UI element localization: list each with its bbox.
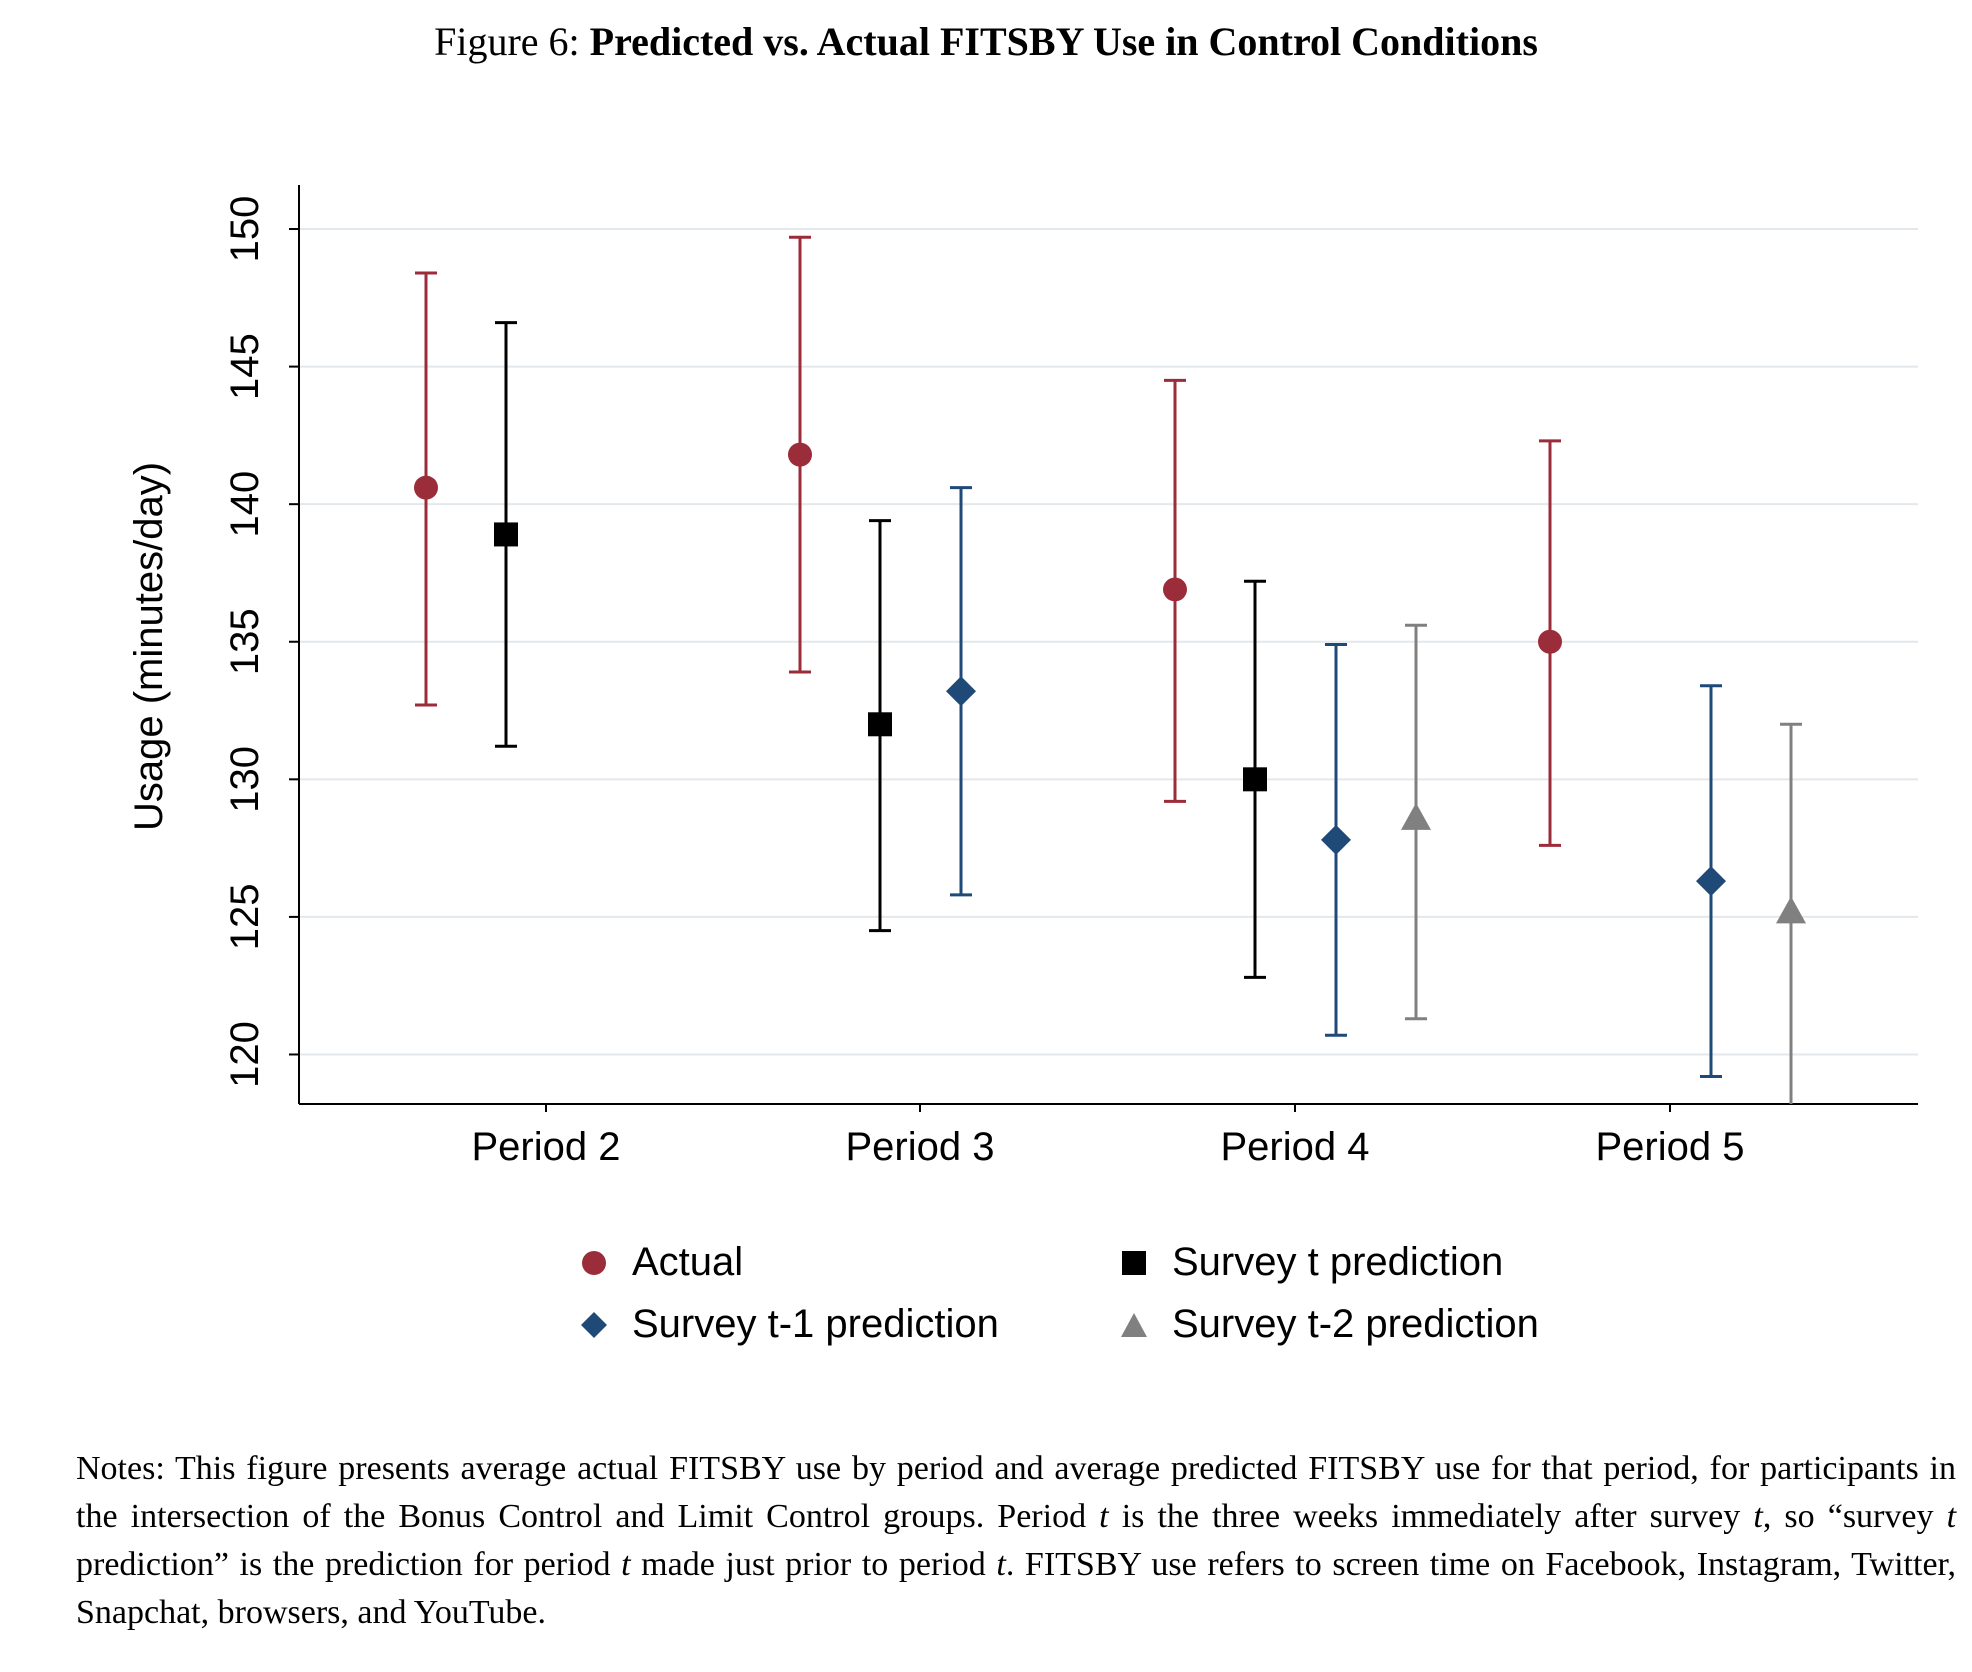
point-marker [494,522,518,547]
figure-title-text: Predicted vs. Actual FITSBY Use in Contr… [589,19,1538,64]
legend-label: Survey t prediction [1172,1240,1504,1284]
legend-marker-diamond [581,1311,607,1338]
figure-title: Figure 6: Predicted vs. Actual FITSBY Us… [0,18,1972,65]
x-tick-label: Period 5 [1596,1125,1745,1169]
point-marker [788,442,812,467]
point-marker [1243,767,1267,792]
point-marker [868,712,892,737]
y-tick-label: 145 [223,333,267,400]
legend-label: Survey t-1 prediction [632,1302,999,1346]
legend-label: Survey t-2 prediction [1172,1302,1539,1346]
legend-marker-square [1122,1250,1146,1275]
figure-notes: Notes: This figure presents average actu… [76,1450,1957,1631]
legend: Actual Survey t prediction Survey t-1 pr… [580,1240,1680,1370]
x-tick-label: Period 3 [846,1125,995,1169]
legend-item-survey-t: Survey t prediction [1120,1240,1503,1285]
legend-item-actual: Actual [580,1240,743,1285]
y-tick-label: 125 [223,884,267,951]
x-tick-label: Period 4 [1221,1125,1370,1169]
x-tick-label: Period 2 [472,1125,621,1169]
chart: 120 125 130 135 140 145 150 Usage (minutes/day)… [127,185,1918,1169]
y-tick-label: 135 [223,608,267,675]
y-axis-label: Usage (minutes/day) [127,462,171,831]
figure-label: Figure 6: [434,19,580,64]
y-tick-label: 140 [223,471,267,538]
legend-marker-circle [582,1250,606,1275]
point-marker [1321,824,1351,855]
point-marker [1696,866,1726,897]
legend-item-survey-t-2: Survey t-2 prediction [1120,1302,1539,1347]
point-marker [414,475,438,500]
point-marker [1401,802,1431,830]
point-marker [1776,896,1806,924]
y-tick-label: 130 [223,746,267,813]
legend-item-survey-t-1: Survey t-1 prediction [580,1302,999,1347]
legend-marker-triangle [1121,1312,1147,1337]
legend-label: Actual [632,1240,744,1284]
point-marker [1163,577,1187,602]
y-tick-label: 150 [223,196,267,263]
point-marker [1538,629,1562,654]
y-tick-label: 120 [223,1021,267,1088]
point-marker [946,676,976,707]
